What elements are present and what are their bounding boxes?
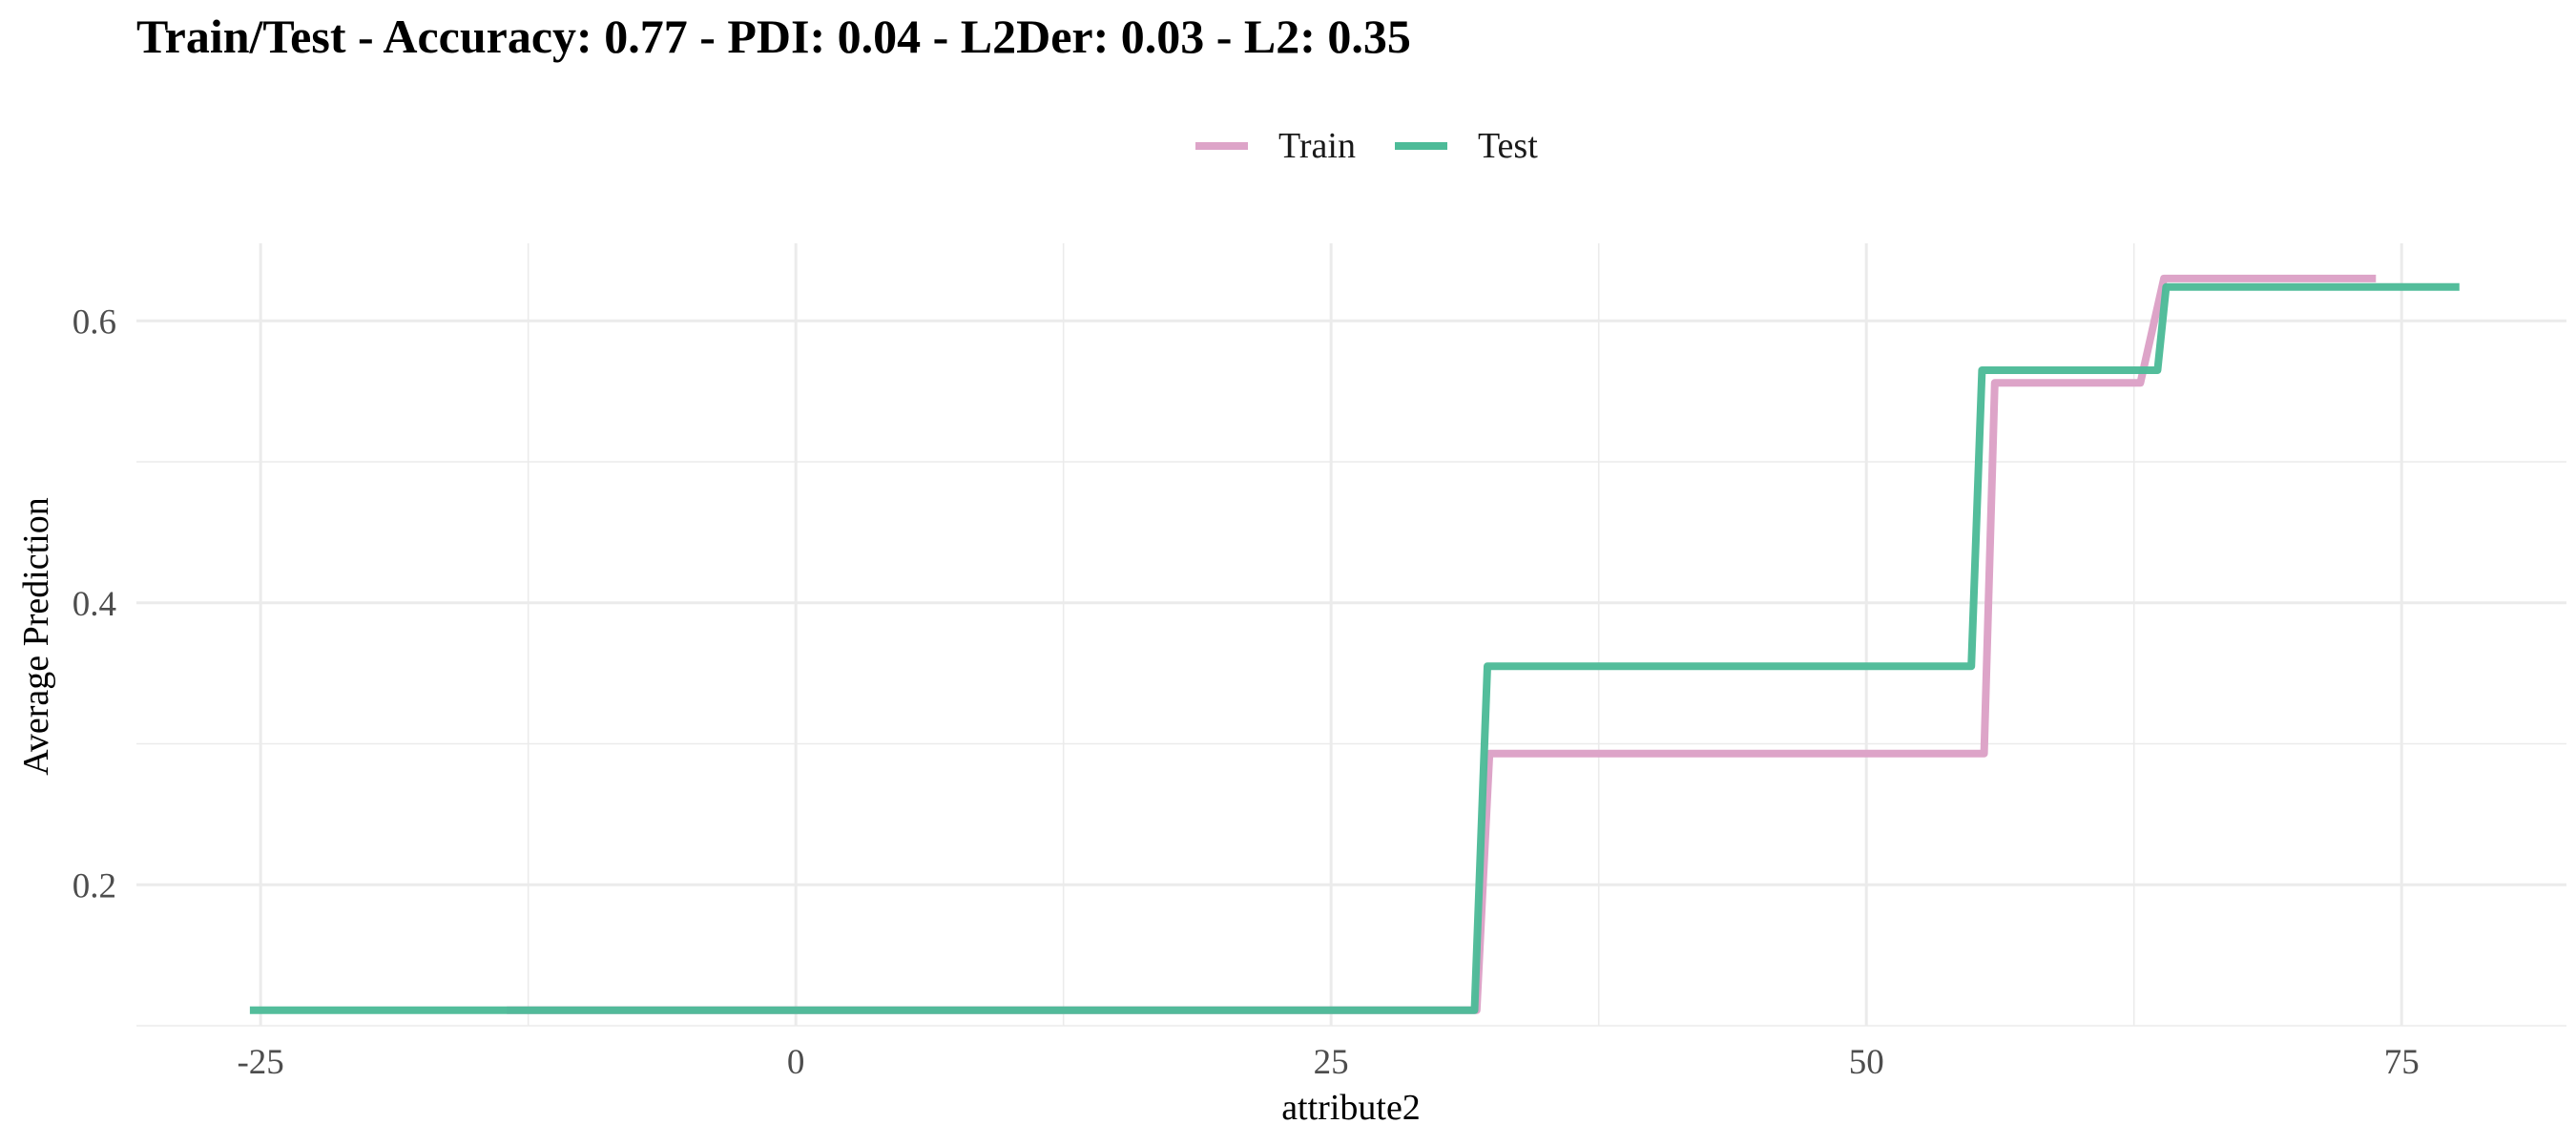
x-tick-label: 50 <box>1849 1043 1884 1082</box>
x-tick-label: -25 <box>237 1043 283 1082</box>
y-axis-title: Average Prediction <box>16 497 56 776</box>
series-line-train <box>507 274 2377 1014</box>
legend: Train Test <box>1195 126 1538 166</box>
axis-ticks: -25 0 25 50 75 0.2 0.4 0.6 <box>73 302 2420 1082</box>
x-tick-label: 75 <box>2384 1043 2420 1082</box>
y-tick-label: 0.4 <box>73 585 116 624</box>
grid <box>136 243 2566 1027</box>
y-tick-label: 0.2 <box>73 866 116 906</box>
series-line-test <box>249 282 2460 1014</box>
y-tick-label: 0.6 <box>73 302 116 342</box>
chart-title: Train/Test - Accuracy: 0.77 - PDI: 0.04 … <box>136 10 1411 63</box>
x-tick-label: 25 <box>1314 1043 1349 1082</box>
legend-label-train: Train <box>1278 126 1356 166</box>
series-lines <box>249 274 2460 1014</box>
x-tick-label: 0 <box>787 1043 805 1082</box>
legend-label-test: Test <box>1478 126 1538 166</box>
x-axis-title: attribute2 <box>1281 1088 1421 1128</box>
